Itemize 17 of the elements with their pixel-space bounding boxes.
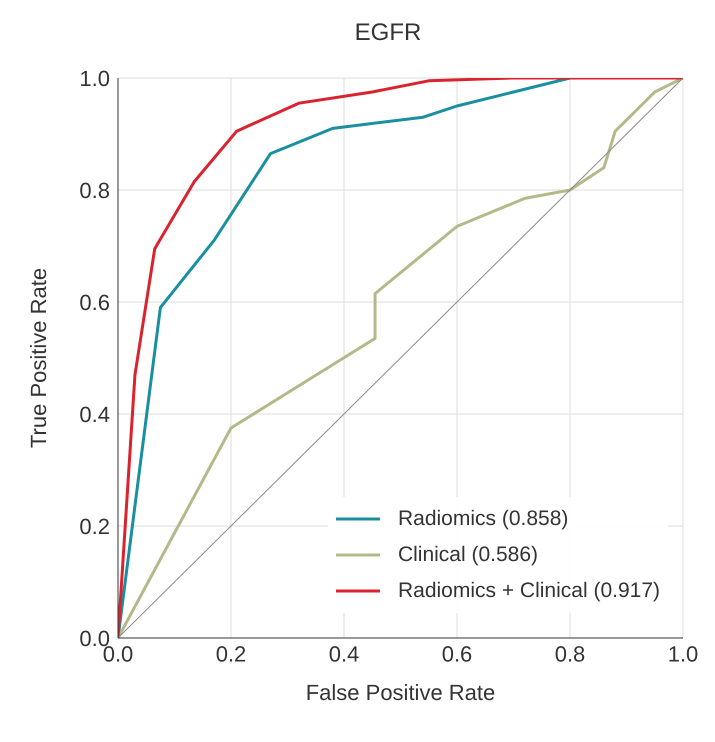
chart-title: EGFR [354, 19, 422, 46]
line-series [118, 78, 683, 638]
legend-label: Radiomics (0.858) [398, 506, 568, 532]
x-tick-label: 0.4 [328, 642, 360, 667]
legend-label: Radiomics + Clinical (0.917) [398, 578, 660, 604]
y-tick-label: 1.0 [79, 66, 110, 91]
x-axis-title: False Positive Rate [306, 680, 496, 705]
x-tick-label: 0.6 [442, 642, 472, 667]
legend-label: Clinical (0.586) [398, 542, 538, 568]
y-tick-label: 0.6 [79, 290, 110, 315]
y-tick-label: 0.4 [79, 402, 110, 427]
y-axis-title: True Positive Rate [26, 268, 51, 448]
y-tick-label: 0.2 [79, 514, 110, 539]
y-tick-label: 0.8 [79, 178, 110, 203]
x-tick-label: 0.8 [554, 642, 586, 667]
x-tick-label: 0.2 [216, 642, 246, 667]
x-tick-label: 1.0 [668, 642, 698, 667]
